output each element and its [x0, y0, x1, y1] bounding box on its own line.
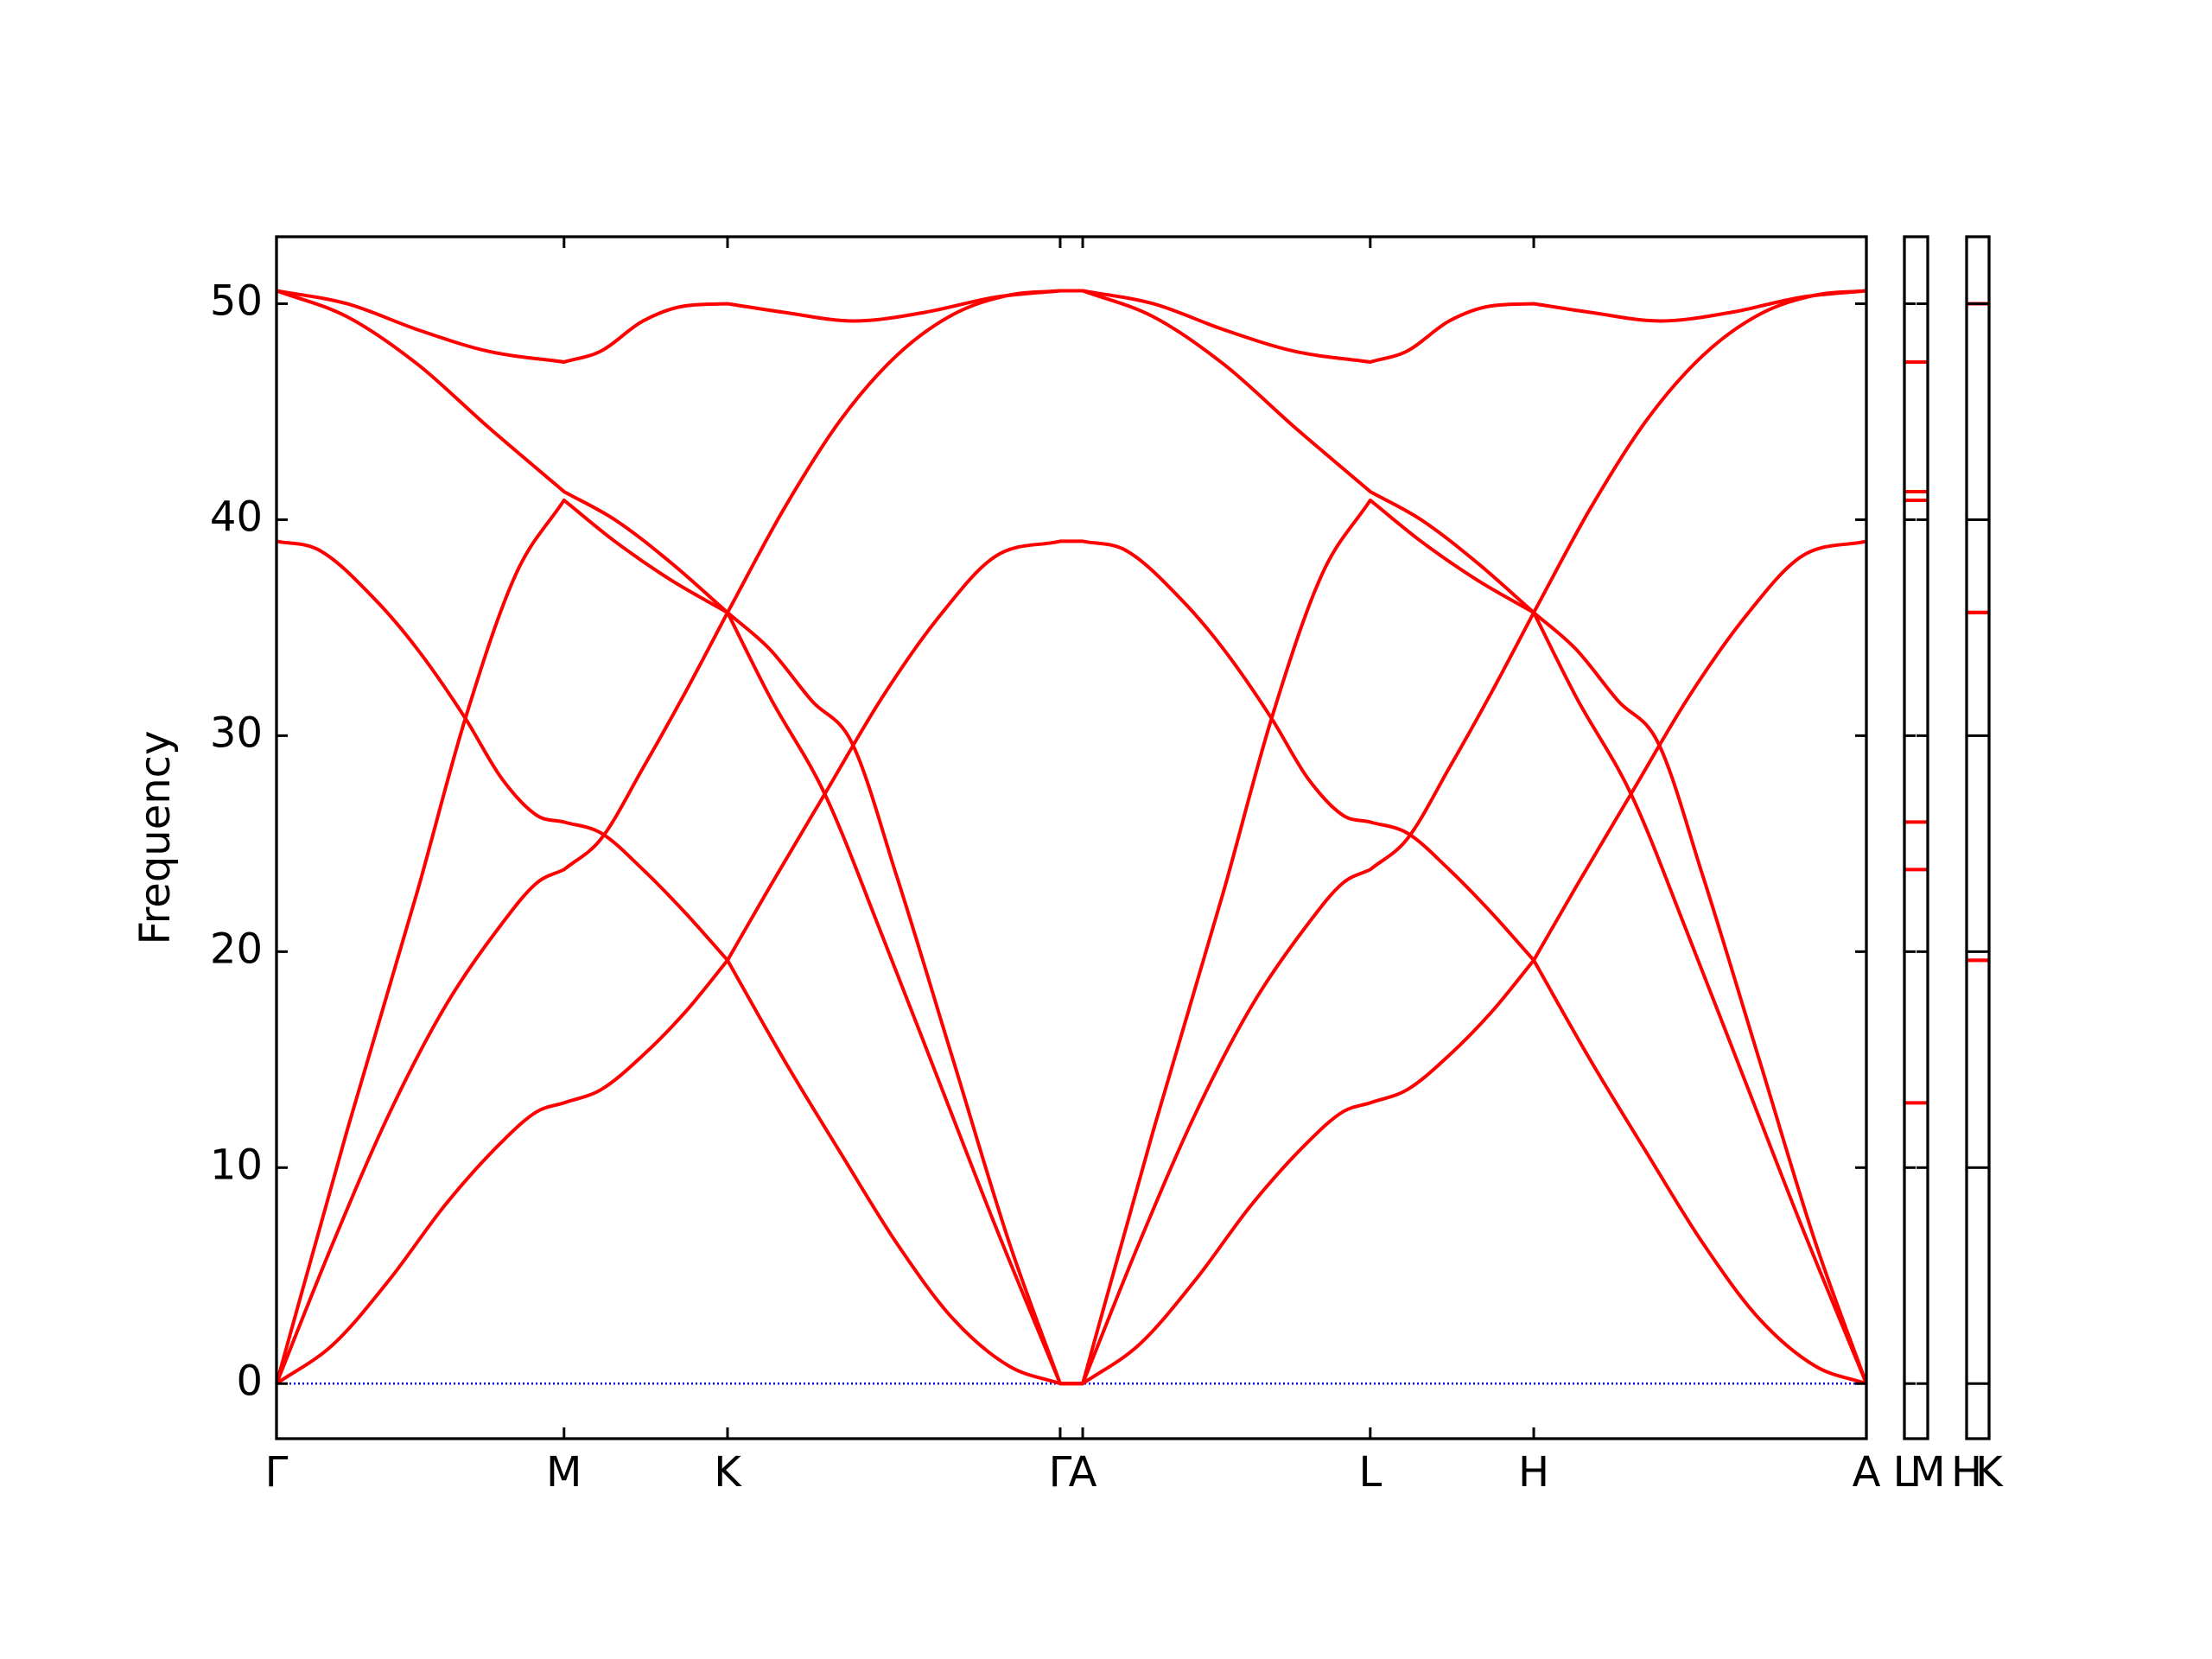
x-tick-label: H [1951, 1448, 1982, 1497]
plot-frame [1965, 235, 1991, 1440]
x-tick-label: L [1358, 1448, 1382, 1497]
x-tick-label: K [1975, 1448, 2004, 1497]
y-tick-label: 10 [210, 1141, 263, 1189]
plot-frame [275, 235, 1868, 1440]
y-axis-label: Frequency [131, 731, 180, 945]
x-tick-label: Γ [265, 1448, 289, 1497]
band-line [275, 289, 1867, 1386]
y-tick-label: 30 [210, 709, 263, 757]
band-line [276, 289, 1868, 1386]
y-tick-label: 50 [210, 276, 263, 325]
band-line [276, 289, 1867, 364]
band-line [275, 539, 1867, 1386]
x-tick-label: A [1069, 1448, 1097, 1497]
y-tick-label: 0 [236, 1357, 263, 1405]
band-line [276, 539, 1867, 1386]
y-tick-label: 20 [210, 925, 263, 973]
x-tick-label: M [1910, 1448, 1945, 1497]
x-tick-label: H [1518, 1448, 1549, 1497]
x-tick-label: Γ [1049, 1448, 1072, 1497]
plot-frame [1903, 235, 1929, 1440]
y-tick-label: 40 [210, 493, 263, 541]
x-tick-label: A [1853, 1448, 1881, 1497]
band-line [275, 289, 1868, 1385]
x-tick-label: L [1893, 1448, 1916, 1497]
x-tick-label: K [714, 1448, 742, 1497]
x-tick-label: M [546, 1448, 582, 1497]
